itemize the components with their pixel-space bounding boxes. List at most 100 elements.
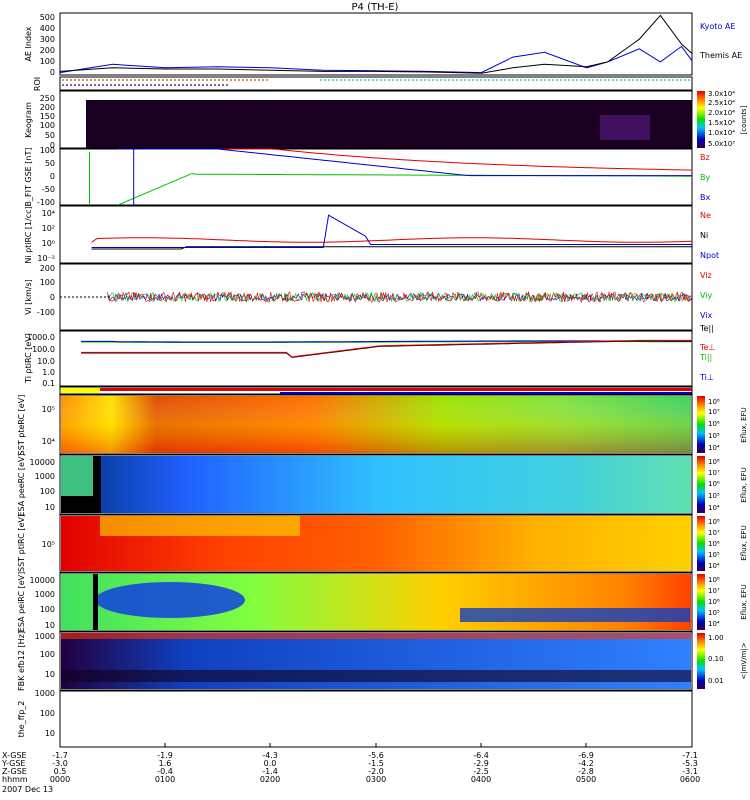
xaxis-x-value: -5.6 <box>368 751 384 760</box>
esa-e-panel-frame <box>59 454 693 515</box>
roi-bar-yellow <box>61 388 100 393</box>
roi-panel-frame <box>59 76 693 91</box>
esa-e-ylabel: ESA peeRC [eV] <box>17 453 26 516</box>
ae-ylabel: AE Index <box>24 26 33 61</box>
xaxis-time-value: 0200 <box>260 775 280 784</box>
xaxis-row-label-z: Z-GSE <box>2 767 27 776</box>
bfit-series <box>89 148 692 206</box>
te-par-line <box>81 340 692 358</box>
xaxis-y-value: 0.0 <box>264 759 277 768</box>
esa-e-cbar-tick: 10⁶ <box>708 480 720 488</box>
temperature-panel-frame <box>59 330 693 387</box>
ni-line <box>91 246 692 250</box>
plot-title: P4 (TH-E) <box>352 2 399 13</box>
velocity-tick: -100 <box>37 308 55 317</box>
sst-e-ylabel: SST pteRC [eV] <box>17 395 26 456</box>
fbk-ylabel: FBK efb12 [Hz] <box>17 631 26 691</box>
xaxis-z-value: -2.8 <box>578 767 594 776</box>
ae-tick: 400 <box>40 24 55 33</box>
legend-ti-par: Ti|| <box>699 353 712 362</box>
density-tick: 10⁴ <box>42 209 55 218</box>
fbk-cbar-tick: 0.10 <box>708 655 724 663</box>
velocity-tick: 100 <box>40 278 55 287</box>
fft-ylabel: the_ffp_2 <box>17 701 26 738</box>
bfit-panel-frame <box>59 148 693 206</box>
legend-kyoto-ae: Kyoto AE <box>700 22 735 31</box>
bfit-tick: -100 <box>37 198 55 207</box>
bz-line <box>117 148 692 171</box>
viz-line <box>107 290 693 304</box>
xaxis-row-label-x: X-GSE <box>2 751 27 760</box>
esa-i-tick: 10000 <box>30 576 55 585</box>
xaxis-z-value: -1.4 <box>262 767 278 776</box>
sst-i-top <box>100 516 300 536</box>
sst-i-cbar-tick: 10⁸ <box>708 518 720 526</box>
density-tick: 10² <box>42 224 55 233</box>
roi-lines <box>62 79 690 86</box>
ae-tick: 100 <box>40 57 55 66</box>
temperature-series <box>81 339 692 358</box>
sst-i-cbar-tick: 10⁷ <box>708 529 720 537</box>
esa-i-band <box>460 608 690 622</box>
sst-i-cbar-tick: 10⁶ <box>708 540 720 548</box>
sst-e-tick: 10⁴ <box>42 437 55 446</box>
ae-tick: 300 <box>40 35 55 44</box>
keogram-cbar-tick: 1.5x10⁴ <box>708 119 735 127</box>
fbk-cbar-tick: 1.00 <box>708 634 724 642</box>
esa-i-cbar-tick: 10⁷ <box>708 587 720 595</box>
keogram-cbar-tick: 1.0x10⁴ <box>708 129 735 137</box>
bfit-tick: -50 <box>42 185 55 194</box>
fft-tick: 10 <box>45 729 55 738</box>
sst-e-colorbar <box>697 396 705 453</box>
sst-i-cbar-label: Eflux, EFU <box>740 525 748 560</box>
esa-e-cbar-tick: 10⁷ <box>708 469 720 477</box>
colorbars <box>697 91 705 689</box>
sst-e-cbar-tick: 10⁶ <box>708 420 720 428</box>
temperature-ylabel: Ti ptiRC [eV] <box>24 333 33 384</box>
legend-viy: Viy <box>700 291 713 300</box>
legend-by: By <box>700 173 710 182</box>
fbk-tick: 10 <box>45 670 55 679</box>
legend-ne: Ne <box>700 211 711 220</box>
keogram-cbar-tick: 2.0x10⁴ <box>708 109 735 117</box>
esa-i-cbar-tick: 10⁶ <box>708 598 720 606</box>
esa-e-cbar-tick: 10⁸ <box>708 458 720 466</box>
fbk-hot-band <box>61 633 691 639</box>
esa-i-cold-core <box>95 582 245 618</box>
keogram-tick: 100 <box>40 121 55 130</box>
sst-e-cbar-tick: 10⁷ <box>708 408 720 416</box>
fbk-cbar-label: <|mV/m|> <box>740 642 748 679</box>
xaxis-y-value: 1.6 <box>159 759 172 768</box>
ae-tick: 500 <box>40 13 55 22</box>
fft-tick: 100 <box>40 709 55 718</box>
velocity-series <box>107 290 693 304</box>
temperature-tick: 0.1 <box>42 379 55 388</box>
bfit-tick: 50 <box>45 159 55 168</box>
themis-ae-line <box>59 14 693 74</box>
legend-vix: Vix <box>700 311 713 320</box>
sst-e-panel-frame <box>59 394 693 455</box>
te-perp-line <box>81 339 692 358</box>
ae-series <box>59 14 693 74</box>
esa-i-tick: 1000 <box>35 590 55 599</box>
sst-i-colorbar <box>697 516 705 571</box>
panel-frames <box>59 12 693 748</box>
temperature-tick: 1000.0 <box>27 333 55 342</box>
keogram-feature <box>600 115 650 140</box>
esa-e-image <box>61 456 691 513</box>
esa-i-cbar-tick: 10⁵ <box>708 609 720 617</box>
sst-e-cbar-tick: 10⁵ <box>708 432 720 440</box>
xaxis-z-value: -0.4 <box>157 767 173 776</box>
xaxis-x-value: -1.9 <box>157 751 173 760</box>
esa-e-cbar-tick: 10⁵ <box>708 492 720 500</box>
sst-i-panel-frame <box>59 514 693 573</box>
legend-npot: Npot <box>700 251 719 260</box>
xaxis-z-value: -2.5 <box>473 767 489 776</box>
roi-bar-red <box>100 388 692 391</box>
xaxis-y-value: -5.3 <box>682 759 698 768</box>
esa-e-colorbar <box>697 456 705 513</box>
esa-e-tick: 1000 <box>35 472 55 481</box>
sst-e-cbar-tick: 10⁸ <box>708 398 720 406</box>
spectrograms <box>61 100 692 689</box>
velocity-tick: 0 <box>50 293 55 302</box>
